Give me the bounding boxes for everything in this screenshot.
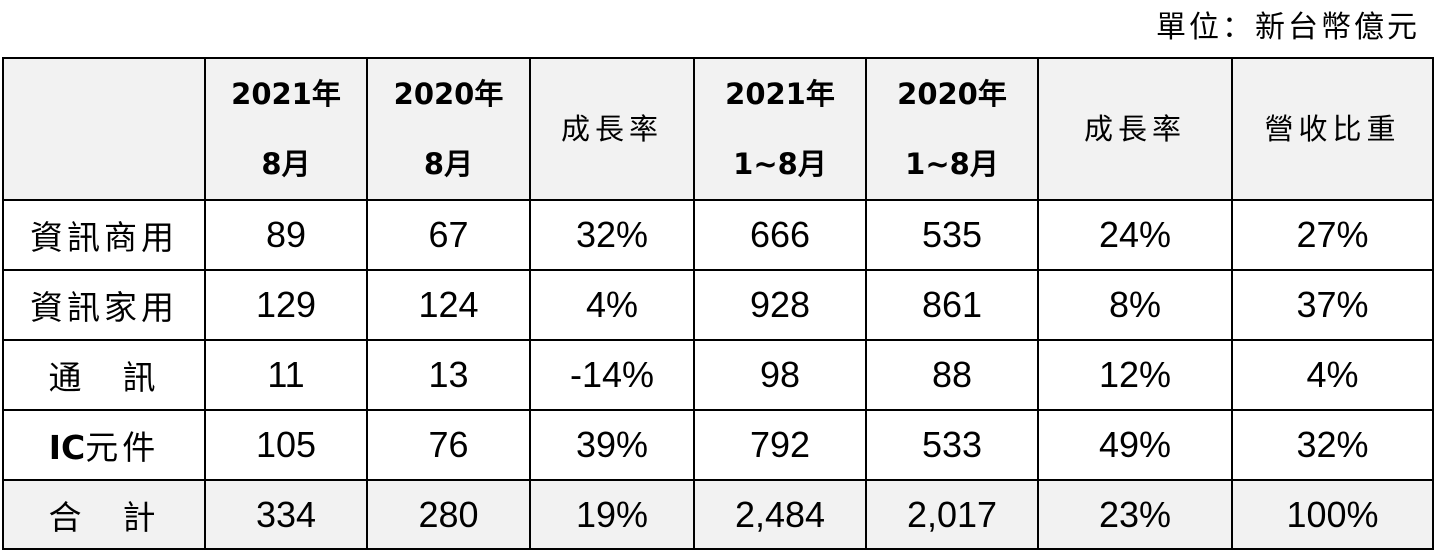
- table-row: 資訊家用 129 124 4% 928 861 8% 37%: [2, 269, 1434, 341]
- header-revenue-share: 營收比重: [1231, 57, 1434, 201]
- table-cell: 334: [204, 479, 368, 550]
- table-cell: 98: [693, 339, 867, 411]
- table-cell: 666: [693, 199, 867, 271]
- table-cell: 39%: [529, 409, 695, 481]
- row-label: 資訊家用: [2, 269, 206, 341]
- table-cell: 124: [366, 269, 531, 341]
- table-cell: 928: [693, 269, 867, 341]
- table-row: 通 訊 11 13 -14% 98 88 12% 4%: [2, 339, 1434, 411]
- table-cell: 4%: [529, 269, 695, 341]
- header-2020-aug: 2020年 8月: [366, 57, 531, 201]
- unit-label: 單位：新台幣億元: [1156, 10, 1420, 45]
- table-cell: 792: [693, 409, 867, 481]
- table-cell: 32%: [1231, 409, 1434, 481]
- table-cell: 19%: [529, 479, 695, 550]
- table-cell: 535: [865, 199, 1039, 271]
- header-2021-jan-aug: 2021年 1~8月: [693, 57, 867, 201]
- table-cell: 100%: [1231, 479, 1434, 550]
- table-cell: 49%: [1037, 409, 1233, 481]
- row-label: 合 計: [2, 479, 206, 550]
- table-cell: 4%: [1231, 339, 1434, 411]
- row-label: IC元件: [2, 409, 206, 481]
- table-cell: 129: [204, 269, 368, 341]
- table-cell: 37%: [1231, 269, 1434, 341]
- table-cell: 24%: [1037, 199, 1233, 271]
- total-row: 合 計 334 280 19% 2,484 2,017 23% 100%: [2, 479, 1434, 550]
- table-cell: 89: [204, 199, 368, 271]
- table-row: 資訊商用 89 67 32% 666 535 24% 27%: [2, 199, 1434, 271]
- table-cell: 76: [366, 409, 531, 481]
- table-cell: 32%: [529, 199, 695, 271]
- table-row: IC元件 105 76 39% 792 533 49% 32%: [2, 409, 1434, 481]
- row-label: 資訊商用: [2, 199, 206, 271]
- header-row: 2021年 8月 2020年 8月 成長率 2021年 1~8月 2020年 1~8月 …: [2, 57, 1434, 201]
- table-cell: 11: [204, 339, 368, 411]
- header-2020-jan-aug: 2020年 1~8月: [865, 57, 1039, 201]
- table-cell: 23%: [1037, 479, 1233, 550]
- table-cell: -14%: [529, 339, 695, 411]
- table-cell: 67: [366, 199, 531, 271]
- row-label: 通 訊: [2, 339, 206, 411]
- header-growth-ytd: 成長率: [1037, 57, 1233, 201]
- revenue-table: 2021年 8月 2020年 8月 成長率 2021年 1~8月 2020年 1~8月 …: [2, 57, 1434, 550]
- table-cell: 861: [865, 269, 1039, 341]
- table-cell: 2,484: [693, 479, 867, 550]
- table-cell: 280: [366, 479, 531, 550]
- table-cell: 88: [865, 339, 1039, 411]
- table-cell: 2,017: [865, 479, 1039, 550]
- header-corner: [2, 57, 206, 201]
- table-cell: 27%: [1231, 199, 1434, 271]
- table-cell: 8%: [1037, 269, 1233, 341]
- header-growth-monthly: 成長率: [529, 57, 695, 201]
- header-2021-aug: 2021年 8月: [204, 57, 368, 201]
- table-cell: 533: [865, 409, 1039, 481]
- table-cell: 13: [366, 339, 531, 411]
- table-cell: 105: [204, 409, 368, 481]
- table-cell: 12%: [1037, 339, 1233, 411]
